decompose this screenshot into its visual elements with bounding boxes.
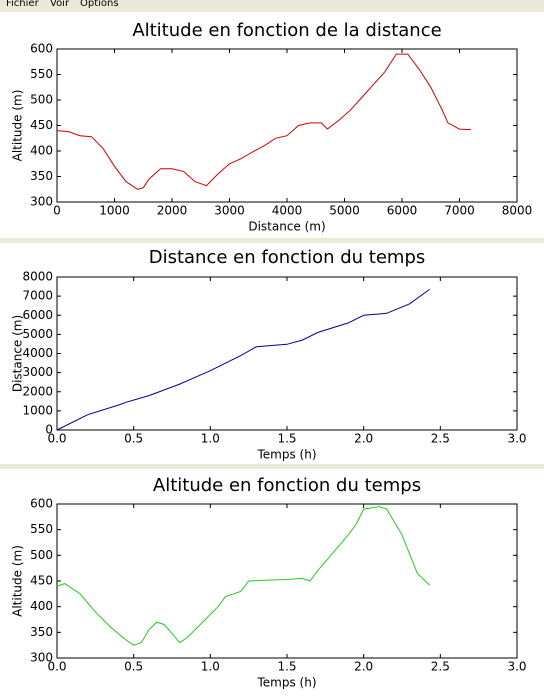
menu-item[interactable]: Voir — [50, 0, 70, 9]
plot-area — [56, 276, 518, 431]
x-axis-label: Temps (h) — [256, 448, 316, 462]
y-tick-label: 3000 — [22, 365, 53, 379]
x-tick-label: 2.0 — [354, 660, 373, 674]
y-tick-label: 300 — [30, 651, 53, 665]
y-tick-label: 400 — [30, 599, 53, 613]
y-tick-label: 400 — [30, 144, 53, 158]
x-tick-label: 8000 — [502, 204, 533, 218]
x-tick-label: 6000 — [387, 204, 418, 218]
x-tick-label: 2.5 — [431, 432, 450, 446]
chart-title: Altitude en fonction du temps — [153, 475, 421, 496]
x-tick-label: 0.5 — [124, 660, 143, 674]
y-tick-label: 450 — [30, 574, 53, 588]
y-tick-label: 1000 — [22, 403, 53, 417]
data-line — [56, 53, 472, 190]
y-tick-label: 8000 — [22, 270, 53, 284]
y-tick-label: 7000 — [22, 289, 53, 303]
y-axis-label: Altitude (m) — [11, 545, 25, 617]
y-tick-label: 450 — [30, 118, 53, 132]
y-tick-label: 550 — [30, 67, 53, 81]
x-tick-label: 2000 — [157, 204, 188, 218]
menu-item[interactable]: Options — [80, 0, 119, 9]
x-tick-label: 3.0 — [507, 660, 526, 674]
x-tick-label: 1.0 — [201, 660, 220, 674]
y-tick-label: 600 — [30, 497, 53, 511]
y-tick-label: 350 — [30, 169, 53, 183]
y-tick-label: 4000 — [22, 346, 53, 360]
x-tick-label: 2.5 — [431, 660, 450, 674]
y-tick-label: 2000 — [22, 384, 53, 398]
y-tick-label: 500 — [30, 548, 53, 562]
y-tick-label: 350 — [30, 625, 53, 639]
x-tick-label: 1.5 — [277, 432, 296, 446]
x-tick-label: 0.5 — [124, 432, 143, 446]
menu-bar — [0, 0, 544, 10]
plot-area — [56, 48, 518, 203]
plot-area — [56, 503, 518, 659]
menu-item[interactable]: Fichier — [6, 0, 40, 9]
y-tick-label: 550 — [30, 522, 53, 536]
y-axis-label: Altitude (m) — [11, 90, 25, 162]
y-tick-label: 600 — [30, 42, 53, 56]
x-tick-label: 0 — [53, 204, 61, 218]
x-tick-label: 0.0 — [47, 660, 66, 674]
x-tick-label: 1000 — [99, 204, 130, 218]
y-tick-label: 6000 — [22, 308, 53, 322]
x-tick-label: 4000 — [272, 204, 303, 218]
x-tick-label: 1.5 — [277, 660, 296, 674]
y-tick-label: 0 — [45, 423, 53, 437]
data-line — [56, 288, 430, 431]
x-tick-label: 1.0 — [201, 432, 220, 446]
chart-title: Altitude en fonction de la distance — [132, 20, 441, 41]
x-axis-label: Temps (h) — [256, 676, 316, 690]
y-tick-label: 500 — [30, 93, 53, 107]
x-tick-label: 7000 — [444, 204, 475, 218]
chart-title: Distance en fonction du temps — [149, 247, 426, 268]
y-tick-label: 5000 — [22, 327, 53, 341]
y-axis-label: Distance (m) — [11, 315, 25, 392]
x-tick-label: 2.0 — [354, 432, 373, 446]
x-tick-label: 3000 — [214, 204, 245, 218]
x-axis-label: Distance (m) — [248, 220, 325, 234]
data-line — [56, 506, 430, 646]
x-tick-label: 5000 — [329, 204, 360, 218]
y-tick-label: 300 — [30, 195, 53, 209]
x-tick-label: 3.0 — [507, 432, 526, 446]
x-tick-label: 0.0 — [47, 432, 66, 446]
